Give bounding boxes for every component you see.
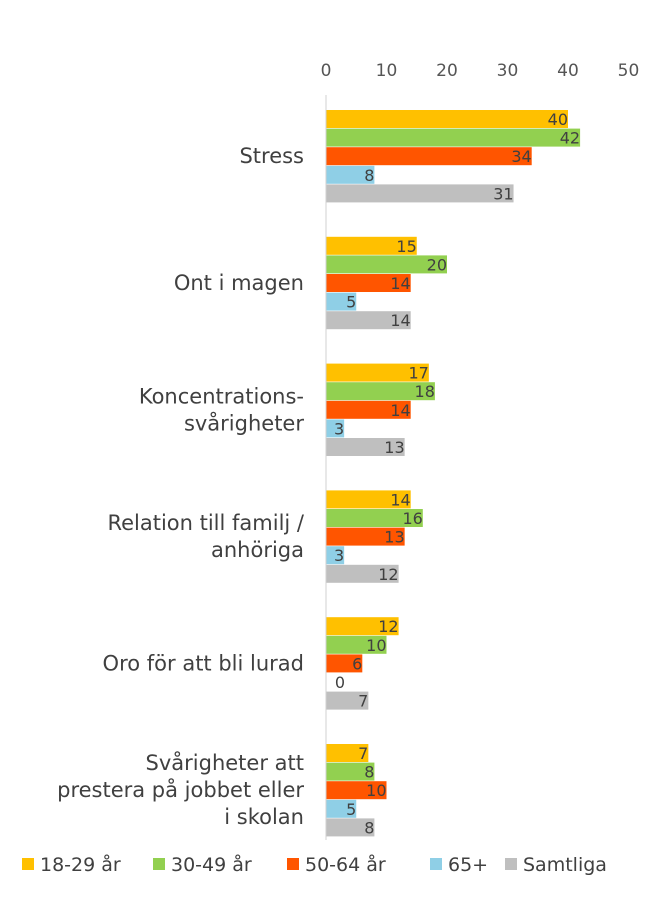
legend-swatch bbox=[430, 858, 442, 870]
data-label: 15 bbox=[396, 237, 416, 256]
data-label: 7 bbox=[358, 692, 368, 711]
category-label-line: svårigheter bbox=[184, 410, 304, 435]
bar bbox=[326, 363, 429, 382]
category-label: Koncentrations-svårigheter bbox=[139, 384, 304, 435]
data-label: 6 bbox=[352, 654, 362, 673]
category-label-line: Stress bbox=[239, 144, 304, 168]
data-label: 12 bbox=[378, 617, 398, 636]
bar bbox=[326, 236, 417, 255]
data-label: 13 bbox=[384, 528, 404, 547]
bar bbox=[326, 382, 435, 401]
x-tick-label: 0 bbox=[321, 61, 332, 81]
data-label: 5 bbox=[346, 293, 356, 312]
data-label: 3 bbox=[334, 419, 344, 438]
data-label: 16 bbox=[402, 509, 422, 528]
category-labels: Stress Ont i magen Koncentrations-svårighe… bbox=[57, 144, 305, 829]
bar bbox=[326, 274, 411, 292]
bar bbox=[326, 438, 405, 456]
data-label: 40 bbox=[548, 110, 568, 129]
bar bbox=[326, 311, 411, 330]
category-label: Stress bbox=[239, 144, 304, 168]
bar bbox=[326, 691, 369, 710]
bar bbox=[326, 110, 568, 128]
data-label: 5 bbox=[346, 800, 356, 819]
x-axis-ticks: 0 10 20 30 40 50 bbox=[321, 61, 640, 81]
data-label: 8 bbox=[364, 763, 374, 782]
bar bbox=[326, 799, 357, 818]
legend-label: 30-49 år bbox=[171, 853, 252, 876]
bar bbox=[326, 818, 375, 837]
data-label: 8 bbox=[364, 818, 374, 837]
data-label: 17 bbox=[408, 364, 428, 383]
category-label: Oro för att bli lurad bbox=[103, 651, 304, 675]
data-label: 10 bbox=[366, 781, 386, 800]
bar bbox=[326, 255, 447, 274]
category-label-line: prestera på jobbet eller bbox=[57, 777, 304, 802]
x-tick-label: 20 bbox=[436, 61, 458, 81]
data-label: 34 bbox=[511, 147, 531, 166]
bar bbox=[326, 564, 399, 583]
data-label: 14 bbox=[390, 490, 410, 509]
data-label: 10 bbox=[366, 636, 386, 655]
legend-label: Samtliga bbox=[523, 854, 607, 876]
category-label-line: Relation till familj / bbox=[107, 511, 304, 535]
category-label: Relation till familj / anhöriga bbox=[107, 511, 304, 562]
data-label: 14 bbox=[390, 274, 410, 293]
x-tick-label: 40 bbox=[557, 61, 579, 81]
data-label: 3 bbox=[334, 546, 344, 565]
data-label: 31 bbox=[493, 184, 513, 203]
bar bbox=[326, 654, 363, 673]
data-label: 13 bbox=[384, 438, 404, 457]
bar bbox=[326, 781, 387, 800]
bar bbox=[326, 419, 345, 438]
bar bbox=[326, 509, 423, 527]
data-label: 0 bbox=[335, 673, 345, 692]
category-label: Svårigheter att prestera på jobbet eller i… bbox=[57, 750, 304, 829]
category-label-line: Ont i magen bbox=[174, 271, 304, 295]
bar bbox=[326, 165, 375, 184]
x-tick-label: 10 bbox=[376, 61, 398, 81]
legend: 18-29 år 30-49 år 50-64 år 65+ Samtliga bbox=[22, 853, 607, 876]
category-label-line: anhöriga bbox=[211, 538, 304, 562]
bar bbox=[326, 128, 581, 147]
legend-swatch bbox=[22, 858, 34, 870]
bar bbox=[326, 527, 405, 546]
legend-swatch bbox=[153, 858, 165, 870]
bar bbox=[326, 292, 357, 311]
bar bbox=[326, 617, 399, 636]
bar bbox=[326, 762, 375, 781]
category-label-line: Svårigheter att bbox=[146, 750, 304, 775]
data-label: 7 bbox=[358, 744, 368, 763]
data-label: 8 bbox=[364, 166, 374, 185]
bar bbox=[326, 546, 345, 565]
x-tick-label: 50 bbox=[618, 61, 640, 81]
category-label-line: i skolan bbox=[224, 805, 304, 829]
legend-label: 50-64 år bbox=[305, 853, 386, 876]
data-label: 12 bbox=[378, 565, 398, 584]
legend-label: 18-29 år bbox=[40, 853, 121, 876]
data-label: 42 bbox=[560, 129, 580, 148]
legend-swatch bbox=[287, 858, 299, 870]
category-label: Ont i magen bbox=[174, 271, 304, 295]
bars bbox=[326, 110, 581, 837]
category-label-line: Koncentrations- bbox=[139, 384, 304, 408]
category-label-line: Oro för att bli lurad bbox=[103, 651, 304, 675]
bar bbox=[326, 490, 411, 509]
bar bbox=[326, 184, 514, 203]
data-label: 18 bbox=[415, 382, 435, 401]
x-tick-label: 30 bbox=[497, 61, 519, 81]
legend-label: 65+ bbox=[448, 854, 488, 876]
bar bbox=[326, 744, 369, 762]
bar bbox=[326, 635, 387, 654]
data-label: 20 bbox=[427, 255, 447, 274]
bar bbox=[326, 400, 411, 419]
data-labels: 4042348311520145141718143131416133121210… bbox=[334, 110, 580, 837]
data-label: 14 bbox=[390, 311, 410, 330]
bar bbox=[326, 147, 532, 166]
data-label: 14 bbox=[390, 401, 410, 420]
legend-swatch bbox=[505, 858, 517, 870]
